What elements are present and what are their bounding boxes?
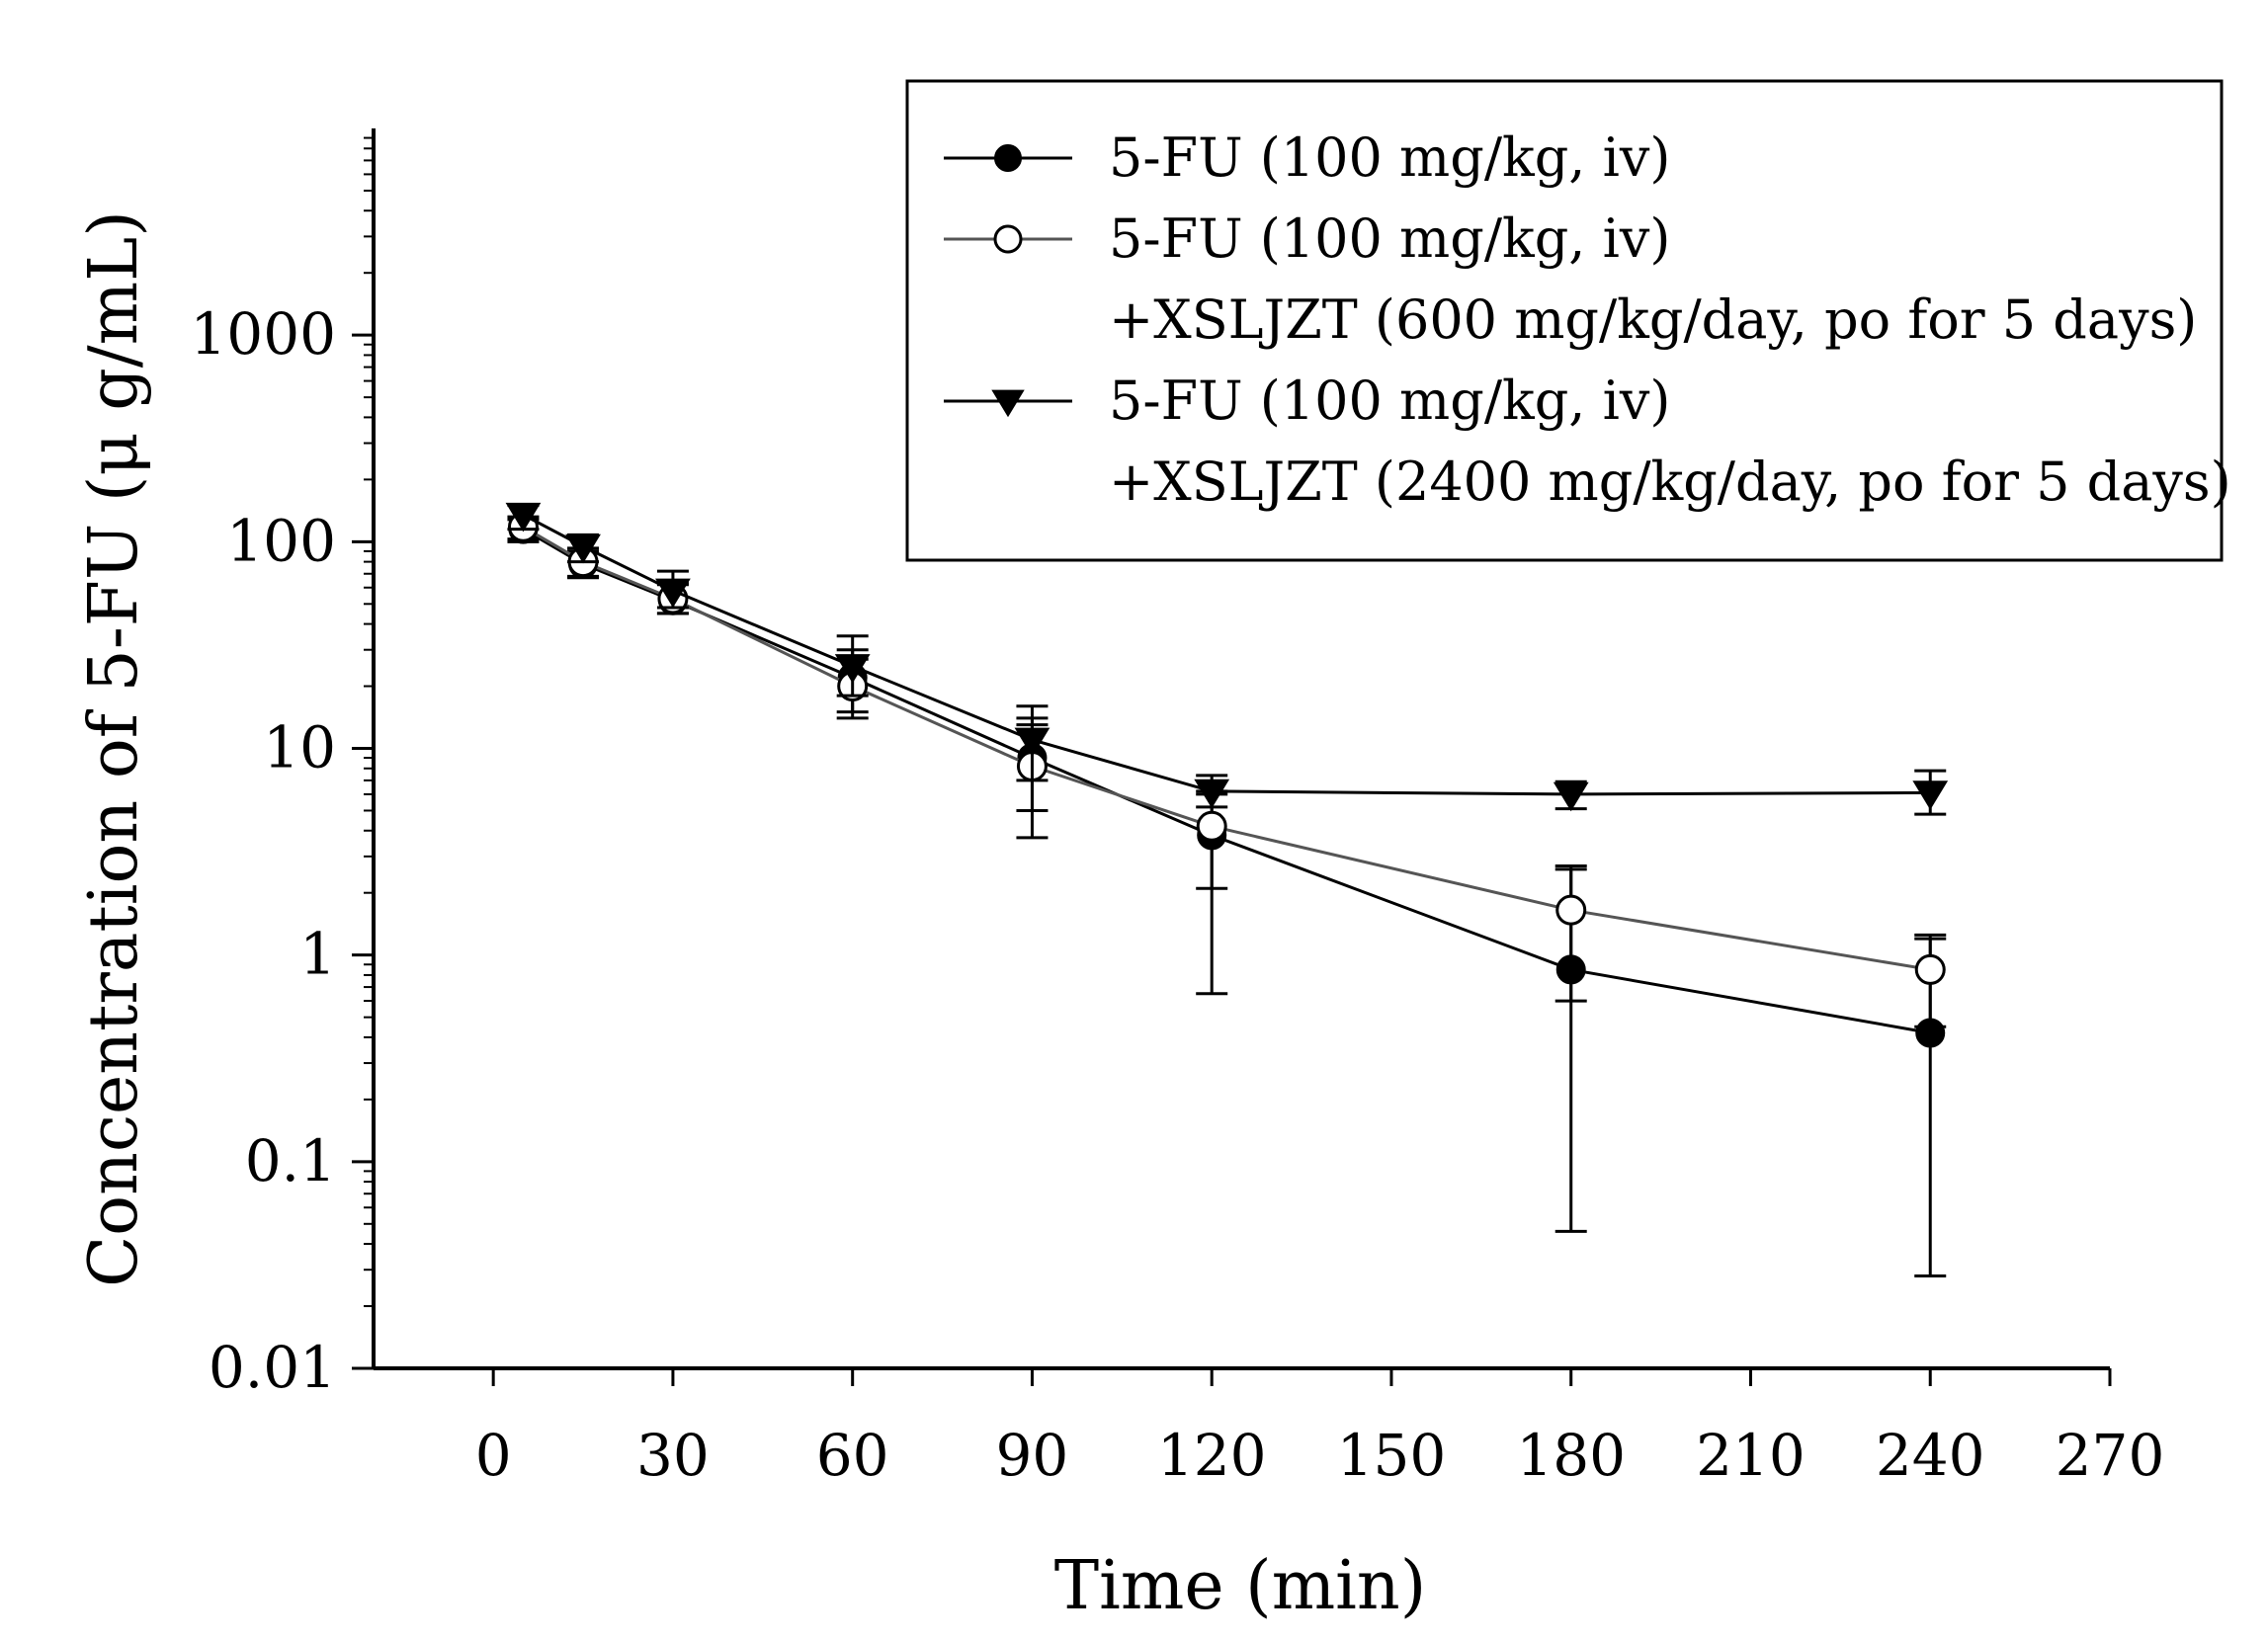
data-point [834,654,871,684]
tick-group: 0 30 60 90 120 150 180 210 240 270 0.01 0.1 1 10 100 10… [190,136,2165,1489]
data-point [1555,894,1587,926]
data-point [1014,727,1050,758]
series-line [522,526,1931,971]
legend-label: +XSLJZT (2400 mg/kg/day, po for 5 days) [1109,451,2231,513]
series-3 [505,502,1949,816]
data-point [993,224,1023,254]
x-tick-label: 240 [1876,1422,1985,1489]
x-tick-label: 180 [1516,1422,1626,1489]
series-line [522,528,1931,1034]
data-point [1912,780,1949,810]
legend-label: 5-FU (100 mg/kg, iv) [1109,207,1670,270]
y-tick-label: 10 [263,714,336,781]
data-point [565,534,601,564]
legend-label: 5-FU (100 mg/kg, iv) [1109,126,1670,189]
legend: 5-FU (100 mg/kg, iv) 5-FU (100 mg/kg, iv)… [905,79,2231,562]
x-axis-title: Time (min) [1054,1547,1427,1625]
legend-box [905,79,2224,562]
y-tick-label: 100 [226,507,336,574]
data-point [1553,781,1589,812]
series-layer [505,502,1949,1277]
legend-label: +XSLJZT (600 mg/kg/day, po for 5 days) [1109,288,2197,351]
data-point [1194,779,1230,809]
x-tick-label: 210 [1696,1422,1806,1489]
data-point [655,578,691,609]
x-tick-label: 30 [636,1422,710,1489]
data-point [994,144,1022,172]
y-axis-title: Concentration of 5-FU (μ g/mL) [75,210,153,1287]
y-tick-label: 0.01 [209,1334,336,1401]
y-tick-label: 1 [299,921,336,988]
data-point [1914,953,1946,985]
series-1 [507,514,1947,1277]
x-tick-label: 60 [816,1422,889,1489]
data-point [991,389,1025,418]
x-tick-label: 90 [996,1422,1069,1489]
legend-label: 5-FU (100 mg/kg, iv) [1109,369,1670,432]
y-tick-label: 1000 [190,300,336,368]
x-tick-label: 270 [2056,1422,2165,1489]
data-point [505,502,542,533]
y-tick-label: 0.1 [245,1127,336,1194]
x-tick-label: 150 [1337,1422,1447,1489]
series-line [522,513,1931,796]
x-tick-label: 120 [1157,1422,1267,1489]
series-2 [507,511,1947,1028]
x-tick-label: 0 [475,1422,512,1489]
data-point [1196,810,1227,842]
